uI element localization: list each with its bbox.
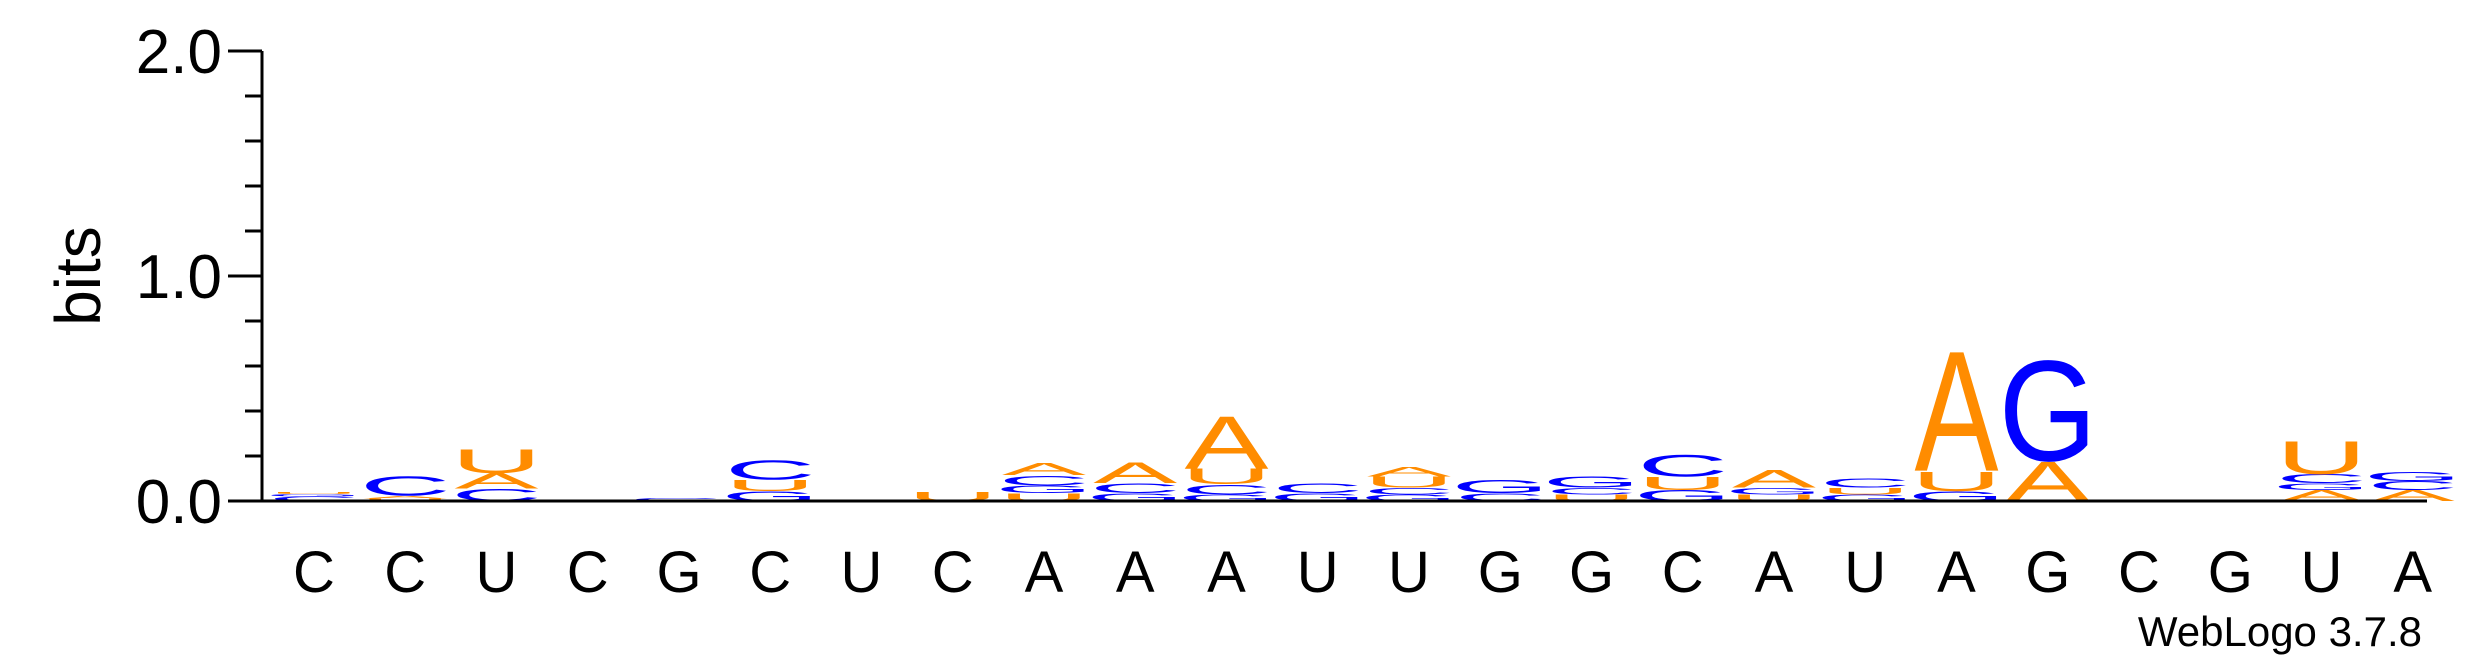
logo-letter-u: U [451,442,542,481]
logo-letter-a: A [455,469,540,493]
logo-letter-u: U [1546,492,1637,502]
logo-letter-g: G [995,483,1093,495]
x-tick-label: U [476,540,518,605]
x-tick-label: G [2025,540,2070,605]
logo-letter-u: U [1729,492,1820,502]
logo-letter-c: C [360,470,451,501]
logo-letter-u: U [1637,473,1728,494]
x-tick-label: C [567,540,609,605]
x-tick-label: G [2208,540,2253,605]
logo-letter-c: C [2367,478,2458,492]
x-tick-label: U [2301,540,2343,605]
logo-letter-a: A [1732,465,1817,493]
logo-letter-a: A [1914,315,1998,507]
logo-letter-g: G [1816,492,1914,502]
logo-letter-u: U [1181,465,1272,489]
x-tick-label: C [749,540,791,605]
logo-letter-u: U [725,477,816,494]
x-tick-label: A [1755,540,1794,605]
logo-letter-a: A [1002,460,1086,479]
x-tick-label: U [1388,540,1430,605]
y-tick-label: 2.0 [136,18,222,87]
logo-letter-g: G [1360,492,1458,502]
x-tick-label: G [1569,540,1614,605]
logo-letter-c: C [999,473,1090,489]
logo-letter-g: G [1451,476,1549,497]
logo-letter-u: U [2276,432,2367,484]
logo-letter-c: C [1272,480,1363,496]
logo-letter-a: A [2006,450,2090,513]
logo-letter-u: U [1911,466,2002,497]
logo-letter-c: C [1637,448,1728,483]
logo-letter-a: A [1185,400,1269,484]
x-tick-label: U [1844,540,1886,605]
x-tick-label: A [1937,540,1976,605]
logo-letter-c: C [725,454,816,485]
weblogo-footer: WebLogo 3.7.8 [2138,608,2422,655]
logo-stacks: CGUUACCAUGGUCUUGCAGCAGCUAGCGCUACGUCGGUCU… [265,315,2462,513]
logo-letter-c: C [2276,472,2367,486]
logo-letter-c: C [1364,486,1455,496]
x-tick-label: A [1025,540,1064,605]
y-ticks: 0.0 1.0 2.0 [136,18,262,537]
x-tick-label: C [2118,540,2160,605]
x-tick-label: G [1478,540,1523,605]
x-tick-label: A [1116,540,1155,605]
x-tick-label: C [293,540,335,605]
logo-letter-g: G [1999,331,2097,492]
y-axis-label: bits [42,226,114,326]
y-tick-label: 0.0 [136,468,222,537]
logo-letter-g: G [1725,486,1823,496]
x-tick-label: A [2393,540,2432,605]
logo-letter-g: G [1178,492,1276,502]
logo-letter-g: G [1543,474,1641,491]
x-tick-label: C [384,540,426,605]
logo-letter-c: C [1181,482,1272,498]
logo-letter-c: C [1090,480,1181,496]
x-tick-label: A [1207,540,1246,605]
logo-letter-a: A [1367,464,1451,480]
logo-letter-u: U [269,492,360,495]
y-tick-label: 1.0 [136,243,222,312]
x-tick-label: C [932,540,974,605]
logo-letter-g: G [2364,469,2462,483]
logo-letter-g: G [630,497,728,502]
logo-letter-a: A [1093,456,1177,489]
x-tick-label: G [656,540,701,605]
x-tick-label: C [1662,540,1704,605]
logo-letter-c: C [269,495,360,502]
logo-letter-u: U [1820,486,1911,496]
logo-letter-a: A [363,495,448,499]
logo-letter-c: C [1546,486,1637,496]
logo-letter-g: G [265,493,363,497]
logo-letter-c: C [1820,476,1911,490]
x-tick-label: U [841,540,883,605]
logo-letter-g: G [2273,481,2371,491]
x-tick-label: U [1297,540,1339,605]
logo-letter-u: U [1364,474,1455,491]
